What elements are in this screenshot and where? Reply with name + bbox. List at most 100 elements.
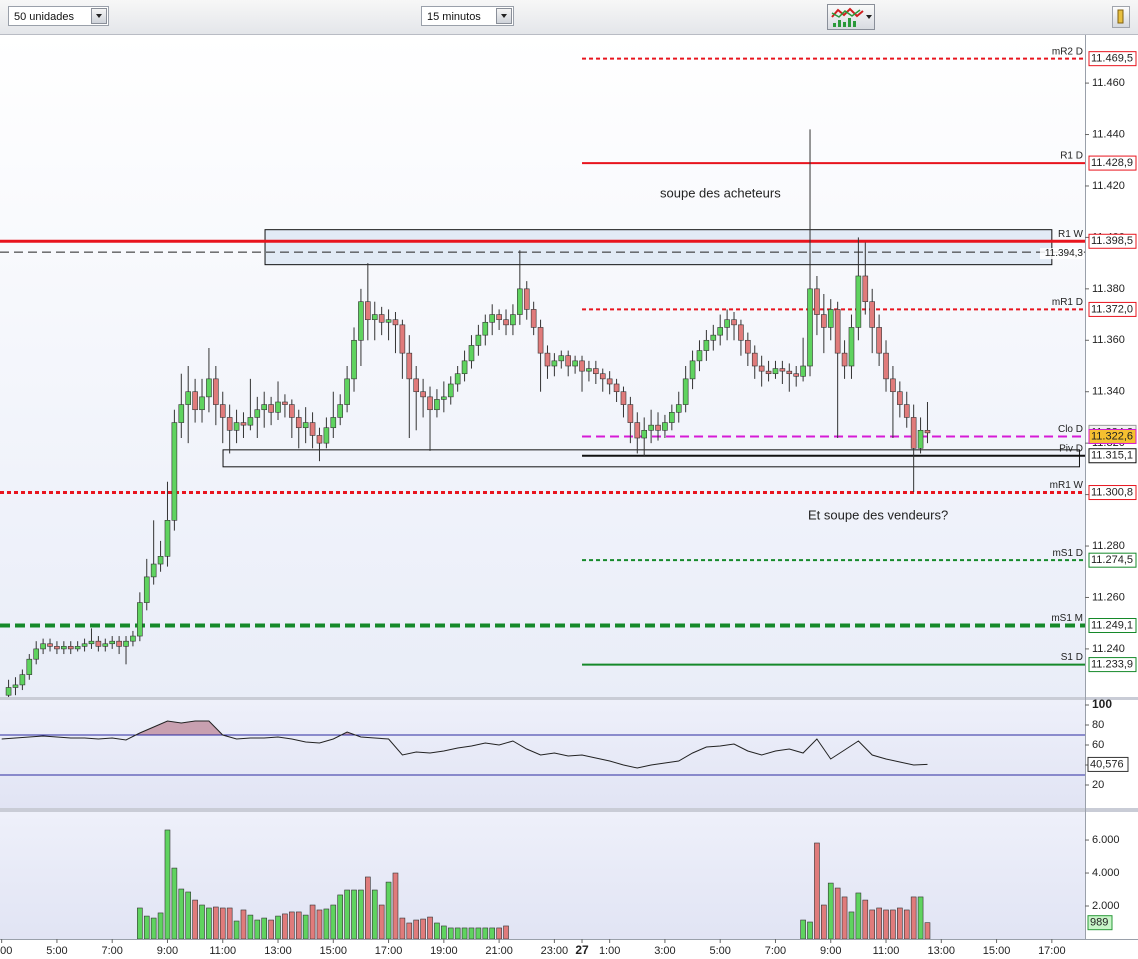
candle-body (26, 658, 33, 675)
candle-body (890, 378, 896, 393)
x-tick-label: 5:00 (709, 945, 730, 957)
candle-body (365, 301, 371, 321)
interval-select[interactable]: 15 minutos (421, 6, 514, 26)
level-name: mR2 D (1052, 46, 1083, 57)
candle-body (185, 391, 192, 405)
candle-body (710, 334, 717, 341)
candle-body (427, 396, 433, 411)
candle-body (40, 643, 46, 650)
level-name: S1 D (1061, 652, 1083, 663)
y-tick-label: 60 (1092, 739, 1104, 751)
volume-bar (399, 917, 406, 939)
level-label-box (1088, 552, 1137, 568)
indicator-button[interactable] (827, 4, 875, 30)
candle-body (627, 404, 634, 423)
candle-body (530, 309, 537, 328)
dropdown-arrow[interactable] (91, 8, 107, 24)
level-name: mS1 M (1051, 613, 1083, 624)
volume-bar (876, 907, 882, 939)
candle-body (406, 352, 413, 380)
dropdown-arrow[interactable] (496, 8, 512, 24)
volume-bar (261, 917, 268, 939)
candle-body (74, 646, 81, 650)
y-tick-label: 11.380 (1092, 283, 1125, 295)
candle-body (358, 301, 364, 341)
candle-body (593, 368, 599, 375)
candle-body (19, 674, 26, 686)
dropdown-arrow (866, 15, 872, 19)
volume-bar (268, 919, 274, 939)
candle-body (724, 319, 730, 328)
candle-body (261, 404, 268, 411)
candle-body (247, 417, 254, 426)
rsi-plot (0, 720, 1085, 776)
candle-body (385, 319, 392, 323)
candle-body (47, 643, 53, 647)
x-tick-label: 9:00 (157, 945, 178, 957)
volume-bar (482, 927, 489, 939)
candle-body (558, 355, 565, 362)
y-tick-label: 11.460 (1092, 77, 1125, 89)
candle-body (503, 319, 509, 326)
candle-body (565, 355, 572, 367)
volume-bar (841, 896, 848, 939)
y-tick-label: 11.440 (1092, 128, 1125, 140)
candle-body (862, 275, 869, 303)
candle-body (295, 417, 302, 429)
candle-body (662, 422, 668, 431)
volume-bar (178, 888, 185, 939)
x-tick-label: 13:00 (928, 945, 956, 957)
volume-bar (834, 887, 841, 939)
candle-body (5, 687, 12, 696)
candle-body (12, 684, 19, 688)
volume-bar (157, 912, 164, 939)
candle-body (206, 378, 212, 398)
candle-body (468, 345, 475, 362)
volume-bar (503, 925, 509, 939)
candle-body (537, 327, 544, 354)
rsi-panel (0, 700, 1085, 808)
level-name: R1 W (1058, 229, 1084, 240)
candle-body (703, 339, 710, 351)
candle-body (634, 422, 641, 439)
x-tick-label: 7:00 (765, 945, 786, 957)
candle-body (917, 429, 924, 449)
x-tick-label: 7:00 (101, 945, 122, 957)
candle-body (344, 378, 350, 405)
candle-body (655, 424, 661, 431)
candle-body (461, 360, 468, 375)
indicator-icon (831, 7, 864, 27)
x-tick-label: 19:00 (430, 945, 458, 957)
level-label-bg (1040, 248, 1084, 260)
candle-body (240, 422, 247, 426)
candle-body (102, 643, 109, 647)
volume-bar (143, 915, 150, 939)
candle-body (233, 422, 240, 431)
y-tick-label: 80 (1092, 719, 1104, 731)
candle-body (413, 378, 420, 393)
x-tick-label: 17:00 (375, 945, 403, 957)
volume-bar (392, 872, 399, 939)
volume-bar (309, 904, 316, 939)
volume-bar (185, 891, 192, 939)
volume-bar (371, 889, 378, 939)
level-label-box (1088, 301, 1137, 317)
candle-body (758, 365, 765, 372)
x-tick-label: 23:00 (541, 945, 569, 957)
candle-body (669, 411, 675, 423)
y-tick-label: 11.260 (1092, 591, 1125, 603)
candle-body (164, 520, 171, 557)
panel-button[interactable] (1112, 6, 1130, 28)
level-label: 11.249,1 (1091, 619, 1133, 631)
volume-bar (344, 889, 350, 939)
candle-body (544, 352, 551, 367)
candle-body (54, 646, 60, 650)
candle-body (420, 391, 426, 398)
candle-body (717, 327, 724, 336)
candle-body (61, 646, 67, 650)
units-select[interactable]: 50 unidades (8, 6, 109, 26)
volume-bar (924, 922, 931, 939)
price-panel (0, 35, 1085, 697)
level-label-box (1088, 448, 1137, 464)
